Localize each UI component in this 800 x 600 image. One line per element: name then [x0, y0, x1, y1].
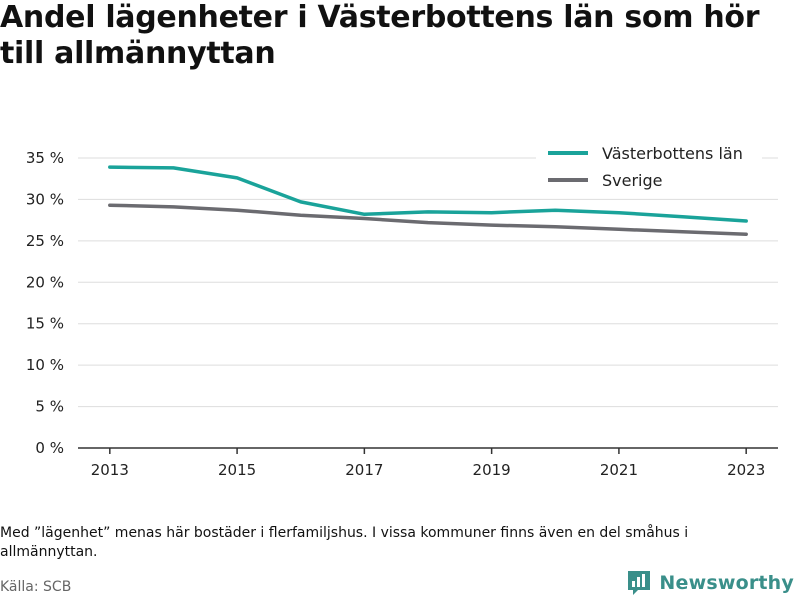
y-tick-label: 35 %: [26, 149, 64, 167]
axis-layer: 0 % 5 % 10 % 15 % 20 % 25 % 30 % 35 % 2013 2015 20…: [26, 149, 778, 479]
y-tick-label: 15 %: [26, 315, 64, 333]
brand-logo[interactable]: Newsworthy: [626, 569, 794, 597]
legend-background: [536, 140, 762, 196]
series-layer: [108, 165, 748, 236]
series-line-sverige: [108, 203, 748, 236]
series-line-vasterbotten: [108, 165, 748, 223]
x-tick-label: 2017: [345, 461, 383, 479]
x-tick-label: 2015: [218, 461, 256, 479]
y-tick-label: 5 %: [35, 398, 64, 416]
chart-title: Andel lägenheter i Västerbottens län som…: [0, 0, 760, 71]
source-label: Källa: SCB: [0, 579, 72, 595]
y-tick-label: 25 %: [26, 232, 64, 250]
x-tick-label: 2013: [91, 461, 129, 479]
chart-note: Med ”lägenhet” menas här bostäder i fler…: [0, 525, 689, 560]
y-tick-label: 20 %: [26, 273, 64, 291]
brand-name: Newsworthy: [659, 572, 794, 594]
y-tick-label: 0 %: [35, 439, 64, 457]
legend: Västerbottens län Sverige: [536, 140, 762, 196]
y-tick-label: 10 %: [26, 356, 64, 374]
line-chart: 0 % 5 % 10 % 15 % 20 % 25 % 30 % 35 % 2013 2015 20…: [25, 140, 778, 479]
legend-label: Sverige: [602, 171, 663, 190]
y-tick-label: 30 %: [26, 190, 64, 208]
x-tick-label: 2023: [727, 461, 765, 479]
legend-label: Västerbottens län: [602, 144, 743, 163]
x-tick-label: 2021: [600, 461, 638, 479]
x-tick-label: 2019: [473, 461, 511, 479]
newsworthy-logo-icon: [628, 571, 651, 595]
